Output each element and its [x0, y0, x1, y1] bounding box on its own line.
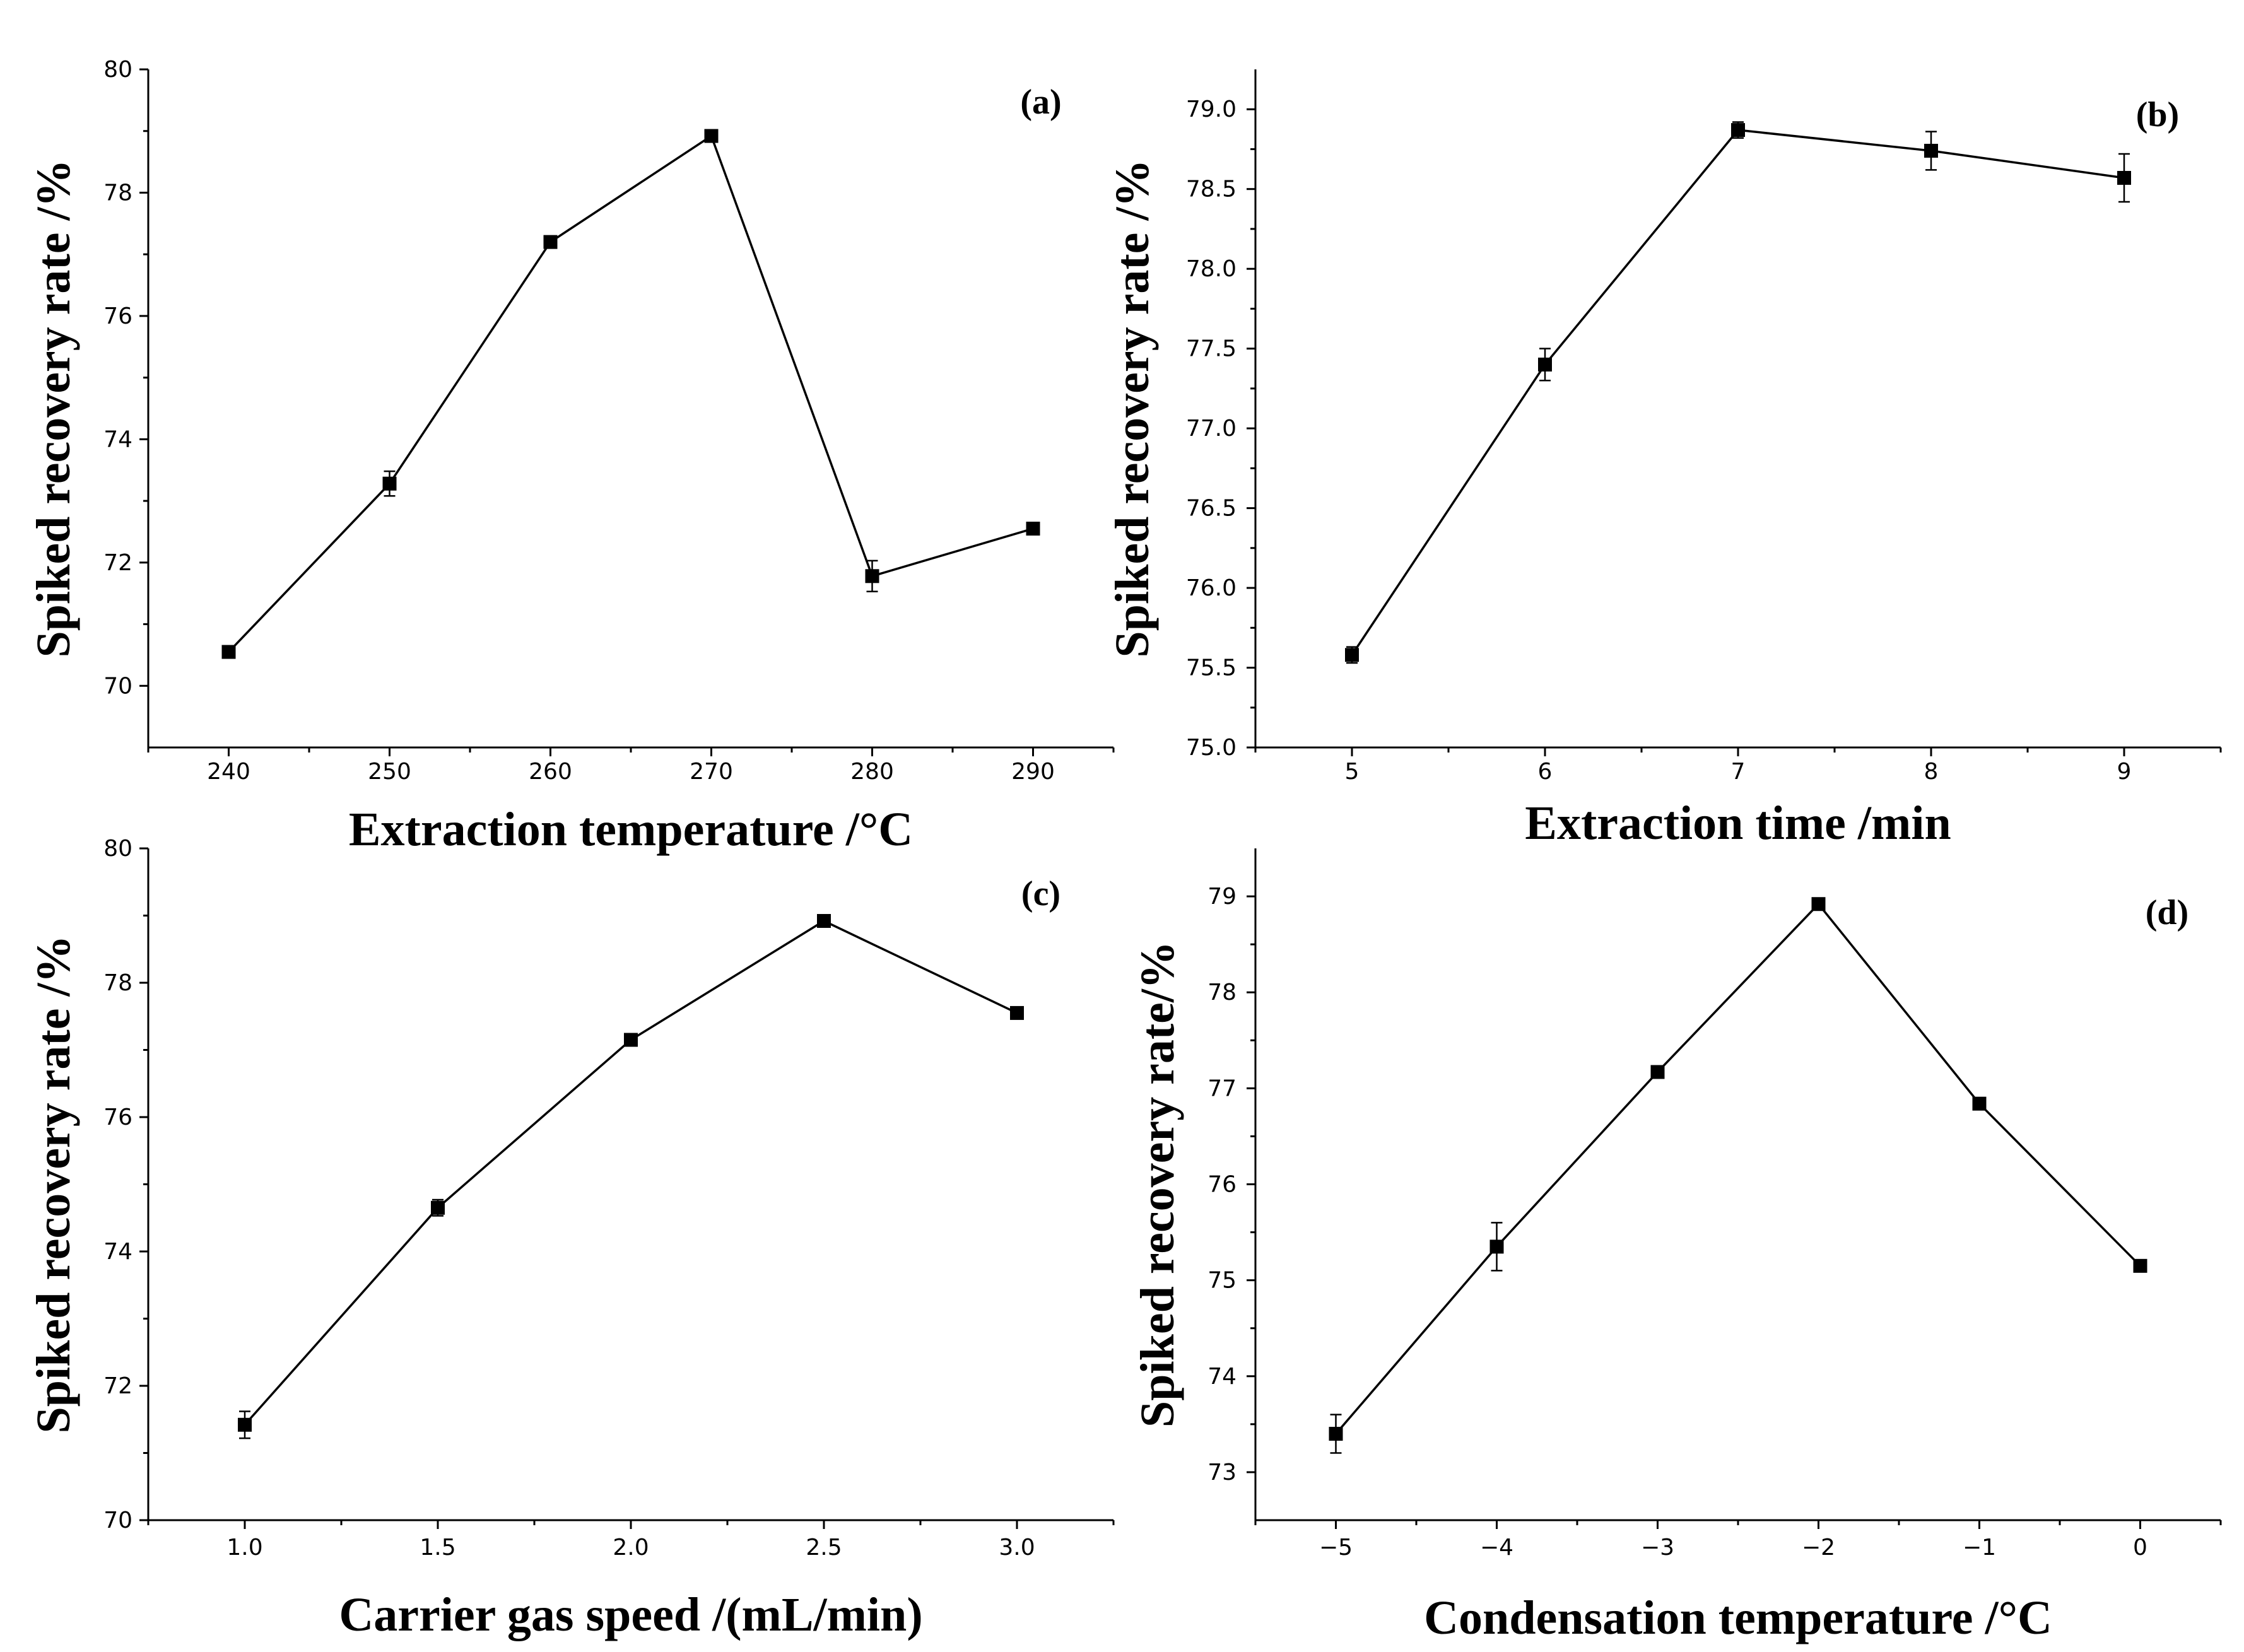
chart-3-data-point — [624, 1033, 638, 1047]
chart-4-xtick-label: −5 — [1319, 1535, 1353, 1561]
chart-2-data-point — [1538, 357, 1552, 372]
chart-3-xtick-label: 1.5 — [420, 1535, 455, 1561]
chart-1-ytick-label: 76 — [103, 303, 132, 329]
chart-2-ytick-label: 76.0 — [1186, 575, 1237, 601]
chart-2-data-point — [1345, 648, 1359, 662]
chart-4-data-point — [1489, 1239, 1504, 1254]
chart-2-y-axis-title: Spiked recovery rate /% — [1106, 159, 1159, 657]
chart-3-ytick-label: 72 — [103, 1373, 132, 1399]
chart-4-ytick-label: 73 — [1207, 1460, 1237, 1485]
chart-2-data-point — [2117, 171, 2131, 185]
chart-2-ytick-label: 78.0 — [1186, 256, 1237, 282]
chart-4-series-line — [1335, 902, 2141, 1435]
chart-3-ytick-label: 76 — [103, 1104, 132, 1130]
chart-2-ytick-label: 75.5 — [1186, 655, 1237, 681]
chart-2-panel-label: (b) — [2136, 95, 2179, 134]
chart-4-data-point — [1972, 1096, 1987, 1111]
chart-1-xtick-label: 270 — [690, 759, 733, 785]
chart-2-ytick-label: 79.0 — [1186, 97, 1237, 122]
chart-2-xtick-label: 8 — [1924, 759, 1939, 785]
chart-1-ytick-label: 74 — [103, 426, 132, 452]
chart-4-xtick-label: −1 — [1963, 1535, 1996, 1561]
chart-4-data-point — [2133, 1258, 2147, 1273]
chart-1: 70 72 74 76 78 80 240 250 260 270 280 290 Extraction… — [27, 57, 1115, 856]
chart-2-data-point — [1924, 144, 1938, 158]
chart-3-xtick-label: 2.0 — [613, 1535, 649, 1561]
chart-4-data-point — [1650, 1065, 1665, 1079]
chart-2-series-line — [1351, 129, 2125, 656]
chart-1-x-axis-title: Extraction temperature /°C — [349, 803, 913, 856]
chart-1-ytick-label: 70 — [103, 673, 132, 699]
chart-2-xtick-label: 5 — [1345, 759, 1360, 785]
chart-3-y-axis-title: Spiked recovery rate /% — [27, 935, 80, 1433]
chart-3-ytick-label: 78 — [103, 970, 132, 996]
chart-2-ytick-label: 78.5 — [1186, 177, 1237, 202]
chart-3-data-point — [817, 914, 831, 929]
chart-4-ytick-label: 76 — [1207, 1172, 1237, 1198]
chart-1-data-point — [543, 235, 558, 249]
chart-4-xtick-label: −2 — [1802, 1535, 1835, 1561]
chart-2-ytick-label: 77.5 — [1186, 336, 1237, 362]
chart-1-xtick-label: 250 — [368, 759, 411, 785]
chart-4-xtick-label: −4 — [1480, 1535, 1513, 1561]
chart-1-data-point — [865, 569, 879, 583]
chart-1-xtick-label: 290 — [1011, 759, 1055, 785]
chart-4-y-axis-title: Spiked recovery rate/% — [1131, 941, 1184, 1427]
chart-4: 73 74 75 76 77 78 79 −5 −4 −3 −2 −1 0 Condensation te… — [1131, 848, 2222, 1644]
chart-4-xtick-label: 0 — [2133, 1535, 2147, 1561]
chart-1-xtick-label: 240 — [207, 759, 250, 785]
chart-3-data-point — [238, 1417, 252, 1432]
chart-4-xtick-label: −3 — [1641, 1535, 1674, 1561]
chart-3-xtick-label: 3.0 — [999, 1535, 1035, 1561]
chart-3-ytick-label: 70 — [103, 1508, 132, 1533]
chart-1-ytick-label: 72 — [103, 550, 132, 576]
chart-3-ytick-label: 74 — [103, 1239, 132, 1265]
chart-3: 70 72 74 76 78 80 1.0 1.5 2.0 2.5 3.0 Carrier gas s… — [27, 836, 1115, 1641]
chart-3-xtick-label: 1.0 — [226, 1535, 262, 1561]
chart-1-y-axis-title: Spiked recovery rate /% — [27, 159, 80, 657]
chart-3-panel-label: (c) — [1021, 874, 1060, 913]
chart-2-xtick-label: 9 — [2117, 759, 2132, 785]
chart-3-x-axis-title: Carrier gas speed /(mL/min) — [339, 1588, 922, 1641]
chart-2-xtick-label: 7 — [1731, 759, 1746, 785]
chart-1-xtick-label: 260 — [529, 759, 572, 785]
chart-4-ytick-label: 75 — [1207, 1268, 1237, 1294]
chart-3-xtick-label: 2.5 — [806, 1535, 842, 1561]
chart-2-ytick-label: 76.5 — [1186, 496, 1237, 522]
chart-2-ytick-label: 75.0 — [1186, 735, 1237, 761]
chart-3-data-point — [1010, 1005, 1024, 1020]
chart-4-panel-label: (d) — [2146, 893, 2188, 932]
chart-3-data-point — [431, 1200, 445, 1215]
chart-3-series-line — [244, 920, 1018, 1426]
chart-1-data-point — [221, 645, 236, 659]
chart-2-ytick-label: 77.0 — [1186, 416, 1237, 442]
chart-1-data-point — [382, 476, 397, 491]
chart-1-ytick-label: 80 — [103, 57, 132, 83]
chart-4-data-point — [1329, 1427, 1343, 1441]
chart-2-x-axis-title: Extraction time /min — [1525, 797, 1951, 850]
chart-2-xtick-label: 6 — [1538, 759, 1553, 785]
chart-4-x-axis-title: Condensation temperature /°C — [1424, 1591, 2052, 1644]
chart-4-ytick-label: 74 — [1207, 1364, 1237, 1390]
chart-1-ytick-label: 78 — [103, 180, 132, 206]
chart-4-data-point — [1811, 897, 1826, 911]
chart-3-ytick-label: 80 — [103, 836, 132, 862]
chart-1-data-point — [704, 129, 719, 143]
chart-1-panel-label: (a) — [1020, 83, 1061, 122]
chart-1-data-point — [1026, 522, 1040, 536]
chart-4-ytick-label: 78 — [1207, 980, 1237, 1005]
chart-1-series-line — [228, 134, 1033, 653]
chart-1-xtick-label: 280 — [850, 759, 894, 785]
chart-4-ytick-label: 79 — [1207, 884, 1237, 910]
chart-2-data-point — [1731, 123, 1745, 138]
chart-2: 75.0 75.5 76.0 76.5 77.0 77.5 78.0 78.5 79.0 5 6 7 8… — [1106, 69, 2222, 850]
chart-4-ytick-label: 77 — [1207, 1075, 1237, 1101]
